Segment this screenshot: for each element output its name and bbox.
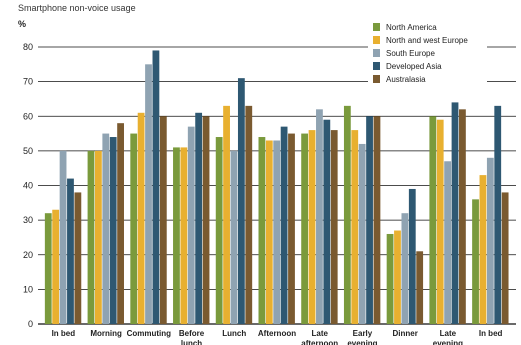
y-axis-ticks: 0 10 20 30 40 50 60 70 80	[23, 42, 33, 329]
y-tick-label: 80	[23, 42, 33, 52]
legend-swatch	[373, 36, 380, 44]
bar	[386, 233, 394, 324]
bar	[436, 119, 444, 325]
bar	[94, 150, 102, 324]
bar	[258, 137, 266, 324]
y-tick-label: 60	[23, 111, 33, 121]
legend-swatch	[373, 23, 380, 31]
legend-swatch	[373, 49, 380, 57]
bar	[366, 116, 373, 324]
bar	[245, 105, 253, 324]
bar	[486, 157, 494, 324]
bar	[202, 116, 210, 324]
bar	[102, 133, 110, 324]
bar	[273, 140, 281, 324]
x-tick-label: Lunch	[222, 329, 246, 338]
bar	[237, 78, 245, 324]
bar	[152, 50, 160, 325]
bar	[117, 123, 124, 324]
bar	[130, 133, 138, 324]
bars	[44, 50, 509, 325]
x-axis-ticks: In bed Morning Commuting Before lunch Lunch Af…	[52, 329, 503, 345]
y-tick-label: 30	[23, 215, 33, 225]
bar	[358, 143, 366, 324]
legend-label: Australasia	[386, 75, 426, 84]
bar	[316, 109, 323, 324]
x-tick-label: Early evening	[347, 329, 377, 345]
x-tick-label: Afternoon	[258, 329, 296, 338]
legend-swatch	[373, 62, 380, 70]
bar	[501, 192, 509, 324]
y-tick-label: 10	[23, 284, 33, 294]
legend-label: South Europe	[386, 49, 435, 58]
x-tick-label: Dinner	[393, 329, 418, 338]
y-tick-label: 70	[23, 77, 33, 87]
bar	[429, 116, 437, 324]
bar	[230, 150, 238, 324]
bar	[444, 161, 452, 324]
bar	[109, 137, 117, 324]
bar	[373, 116, 381, 324]
legend-swatch	[373, 75, 380, 83]
bar	[195, 112, 203, 324]
legend-background	[368, 18, 487, 89]
x-tick-label: Late afternoon	[301, 329, 338, 345]
y-tick-label: 50	[23, 146, 33, 156]
bar	[159, 116, 167, 324]
bar	[301, 133, 309, 324]
x-tick-label: In bed	[479, 329, 503, 338]
bar	[323, 119, 331, 325]
bar	[173, 147, 180, 324]
bar	[408, 188, 416, 324]
y-tick-label: 40	[23, 181, 33, 191]
y-tick-label: 20	[23, 250, 33, 260]
bar	[145, 64, 152, 324]
bar	[87, 150, 95, 324]
bar	[180, 147, 188, 324]
y-axis-unit: %	[18, 19, 26, 29]
x-tick-label: Commuting	[127, 329, 172, 338]
x-tick-label: Late evening	[433, 329, 463, 345]
bar	[351, 130, 359, 324]
bar	[343, 105, 351, 324]
x-tick-label: Morning	[90, 329, 122, 338]
x-tick-label: Before lunch	[179, 329, 205, 345]
bar	[288, 133, 295, 324]
bar	[44, 213, 52, 324]
bar	[330, 130, 338, 324]
bar	[74, 192, 82, 324]
bar	[416, 251, 424, 324]
chart-title: Smartphone non-voice usage	[18, 3, 136, 13]
bar	[137, 112, 145, 324]
bar	[451, 102, 459, 325]
bar	[67, 178, 74, 324]
bar	[280, 126, 288, 324]
bar	[215, 137, 223, 324]
bar	[472, 199, 479, 324]
legend-label: North and west Europe	[386, 36, 468, 45]
bar	[459, 109, 466, 324]
bar	[308, 130, 316, 324]
bar	[265, 140, 273, 324]
bar	[394, 230, 401, 324]
bar	[187, 126, 195, 324]
legend: North America North and west Europe South …	[373, 23, 468, 84]
bar	[52, 209, 60, 324]
legend-label: Developed Asia	[386, 62, 442, 71]
bar	[479, 175, 487, 324]
bar	[59, 150, 67, 324]
bar	[401, 213, 409, 324]
bar	[494, 105, 502, 324]
y-tick-label: 0	[28, 319, 33, 329]
legend-label: North America	[386, 23, 437, 32]
x-tick-label: In bed	[52, 329, 76, 338]
bar	[223, 105, 230, 324]
